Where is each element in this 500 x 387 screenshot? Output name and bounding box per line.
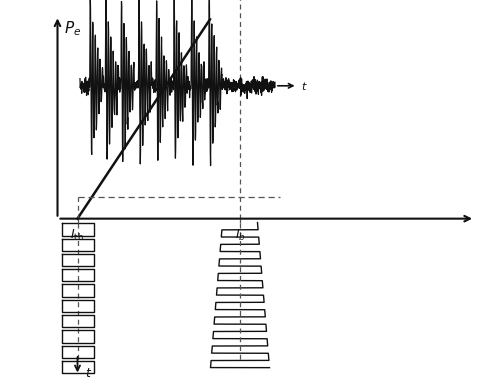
Text: $P_e$: $P_e$ bbox=[64, 19, 81, 38]
Text: $I_{\mathrm{th}}$: $I_{\mathrm{th}}$ bbox=[70, 228, 84, 243]
Text: $t$: $t$ bbox=[301, 80, 308, 92]
Text: $t$: $t$ bbox=[85, 367, 92, 380]
Text: $I_b$: $I_b$ bbox=[234, 228, 246, 243]
